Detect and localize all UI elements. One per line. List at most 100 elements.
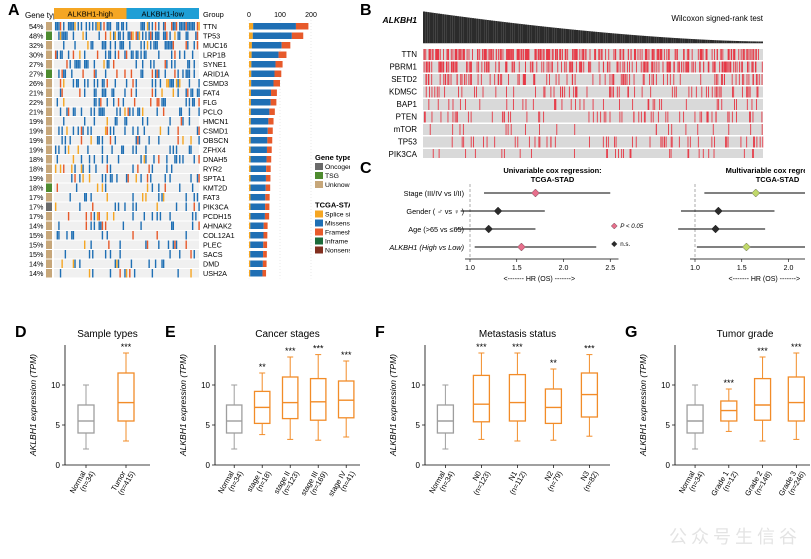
svg-text:30%: 30% — [29, 51, 44, 60]
svg-text:<------- HR (OS) ------->: <------- HR (OS) -------> — [729, 276, 801, 283]
svg-text:***: *** — [584, 344, 595, 354]
svg-text:Multivariable cox regression:: Multivariable cox regression: — [726, 166, 805, 175]
svg-text:BAP1: BAP1 — [397, 100, 418, 109]
svg-text:14%: 14% — [29, 260, 44, 269]
svg-text:ARID1A: ARID1A — [203, 70, 229, 79]
svg-text:5: 5 — [206, 421, 211, 430]
svg-text:32%: 32% — [29, 41, 44, 50]
svg-text:Gender ( ♂ vs ♀ ): Gender ( ♂ vs ♀ ) — [406, 207, 464, 216]
svg-text:DMD: DMD — [203, 260, 219, 269]
svg-text:TSG: TSG — [325, 173, 339, 180]
svg-text:Inframe ins/del: Inframe ins/del — [325, 239, 350, 246]
svg-text:Oncogene: Oncogene — [325, 164, 350, 171]
svg-text:5: 5 — [56, 421, 61, 430]
svg-text:ALKBH1-high: ALKBH1-high — [68, 10, 113, 19]
svg-text:DNAH5: DNAH5 — [203, 155, 227, 164]
svg-text:MUC16: MUC16 — [203, 41, 227, 50]
svg-text:15%: 15% — [29, 250, 44, 259]
svg-text:10: 10 — [411, 381, 420, 390]
svg-text:TTN: TTN — [401, 50, 417, 59]
svg-text:5: 5 — [416, 421, 421, 430]
svg-text:FAT4: FAT4 — [203, 89, 220, 98]
svg-text:Gene type: Gene type — [315, 153, 350, 162]
svg-text:SACS: SACS — [203, 250, 223, 259]
svg-text:ALKBH1 expression (TPM): ALKBH1 expression (TPM) — [388, 354, 398, 457]
svg-text:Group: Group — [203, 10, 224, 19]
svg-text:ZFHX4: ZFHX4 — [203, 146, 226, 155]
panel-c-label: C — [360, 160, 372, 178]
svg-text:TCGA-STAD: TCGA-STAD — [531, 175, 575, 184]
boxplots-svg: DSample types0510AKLBH1 expression (TPM)… — [5, 325, 810, 550]
svg-text:19%: 19% — [29, 127, 44, 136]
svg-text:2.5: 2.5 — [605, 265, 615, 272]
svg-text:ALKBH1 expression (TPM): ALKBH1 expression (TPM) — [178, 354, 188, 457]
svg-text:54%: 54% — [29, 22, 44, 31]
svg-text:TCGA-STAD: TCGA-STAD — [756, 175, 800, 184]
svg-text:USH2A: USH2A — [203, 269, 227, 278]
svg-text:Cancer stages: Cancer stages — [255, 329, 319, 340]
svg-text:Tumor grade: Tumor grade — [717, 329, 774, 340]
svg-text:COL12A1: COL12A1 — [203, 231, 235, 240]
svg-text:10: 10 — [661, 381, 670, 390]
svg-text:ALKBH1 expression (TPM): ALKBH1 expression (TPM) — [638, 354, 648, 457]
svg-text:1.0: 1.0 — [465, 265, 475, 272]
svg-text:AKLBH1 expression (TPM): AKLBH1 expression (TPM) — [28, 354, 38, 457]
svg-text:Unknown: Unknown — [325, 182, 350, 189]
svg-text:D: D — [15, 325, 27, 341]
svg-text:0: 0 — [206, 461, 211, 470]
svg-text:1.0: 1.0 — [690, 265, 700, 272]
svg-text:19%: 19% — [29, 117, 44, 126]
svg-text:TTN: TTN — [203, 22, 217, 31]
svg-text:Univariable cox regression:: Univariable cox regression: — [503, 166, 601, 175]
svg-text:15%: 15% — [29, 241, 44, 250]
svg-text:SPTA1: SPTA1 — [203, 174, 225, 183]
svg-text:TCGA-STAD: TCGA-STAD — [315, 201, 350, 210]
svg-text:PBRM1: PBRM1 — [389, 63, 417, 72]
svg-text:27%: 27% — [29, 60, 44, 69]
svg-text:***: *** — [512, 342, 523, 352]
svg-text:CSMD1: CSMD1 — [203, 127, 228, 136]
svg-text:1.5: 1.5 — [737, 265, 747, 272]
svg-text:OBSCN: OBSCN — [203, 136, 229, 145]
svg-text:1.5: 1.5 — [512, 265, 522, 272]
svg-text:26%: 26% — [29, 79, 44, 88]
svg-text:PIK3CA: PIK3CA — [389, 150, 418, 158]
svg-text:14%: 14% — [29, 269, 44, 278]
svg-text:21%: 21% — [29, 89, 44, 98]
svg-text:Nonsense: Nonsense — [325, 248, 350, 255]
svg-text:***: *** — [724, 378, 735, 388]
svg-text:ALKBH1: ALKBH1 — [382, 15, 418, 25]
svg-text:SYNE1: SYNE1 — [203, 60, 227, 69]
svg-text:Age (>65 vs ≤65): Age (>65 vs ≤65) — [408, 225, 464, 234]
svg-text:19%: 19% — [29, 136, 44, 145]
svg-text:SETD2: SETD2 — [391, 75, 417, 84]
svg-text:Wilcoxon signed-rank test: Wilcoxon signed-rank test — [671, 14, 763, 23]
svg-text:AHNAK2: AHNAK2 — [203, 222, 232, 231]
svg-text:FLG: FLG — [203, 98, 217, 107]
panel-b-label: B — [360, 2, 372, 20]
panel-c-svg: Stage (III/IV vs I/II) Gender ( ♂ vs ♀ ) A… — [375, 165, 805, 315]
svg-text:ALKBH1-low: ALKBH1-low — [141, 10, 184, 19]
svg-text:KMT2D: KMT2D — [203, 184, 227, 193]
svg-text:***: *** — [341, 350, 352, 360]
svg-text:P < 0.05: P < 0.05 — [620, 223, 644, 230]
svg-text:FAT3: FAT3 — [203, 193, 220, 202]
svg-text:0: 0 — [247, 12, 251, 19]
svg-text:CSMD3: CSMD3 — [203, 79, 228, 88]
svg-text:F: F — [375, 325, 385, 341]
svg-text:15%: 15% — [29, 231, 44, 240]
svg-text:18%: 18% — [29, 155, 44, 164]
svg-text:10: 10 — [201, 381, 210, 390]
svg-text:0: 0 — [416, 461, 421, 470]
svg-text:PLEC: PLEC — [203, 241, 222, 250]
svg-text:Missense: Missense — [325, 221, 350, 228]
svg-text:2.0: 2.0 — [559, 265, 569, 272]
svg-text:0: 0 — [56, 461, 61, 470]
svg-text:17%: 17% — [29, 193, 44, 202]
svg-text:TP53: TP53 — [203, 32, 220, 41]
svg-text:Stage (III/IV vs I/II): Stage (III/IV vs I/II) — [404, 189, 464, 198]
svg-text:***: *** — [285, 346, 296, 356]
svg-text:PIK3CA: PIK3CA — [203, 203, 229, 212]
svg-text:mTOR: mTOR — [394, 125, 418, 134]
svg-text:19%: 19% — [29, 174, 44, 183]
